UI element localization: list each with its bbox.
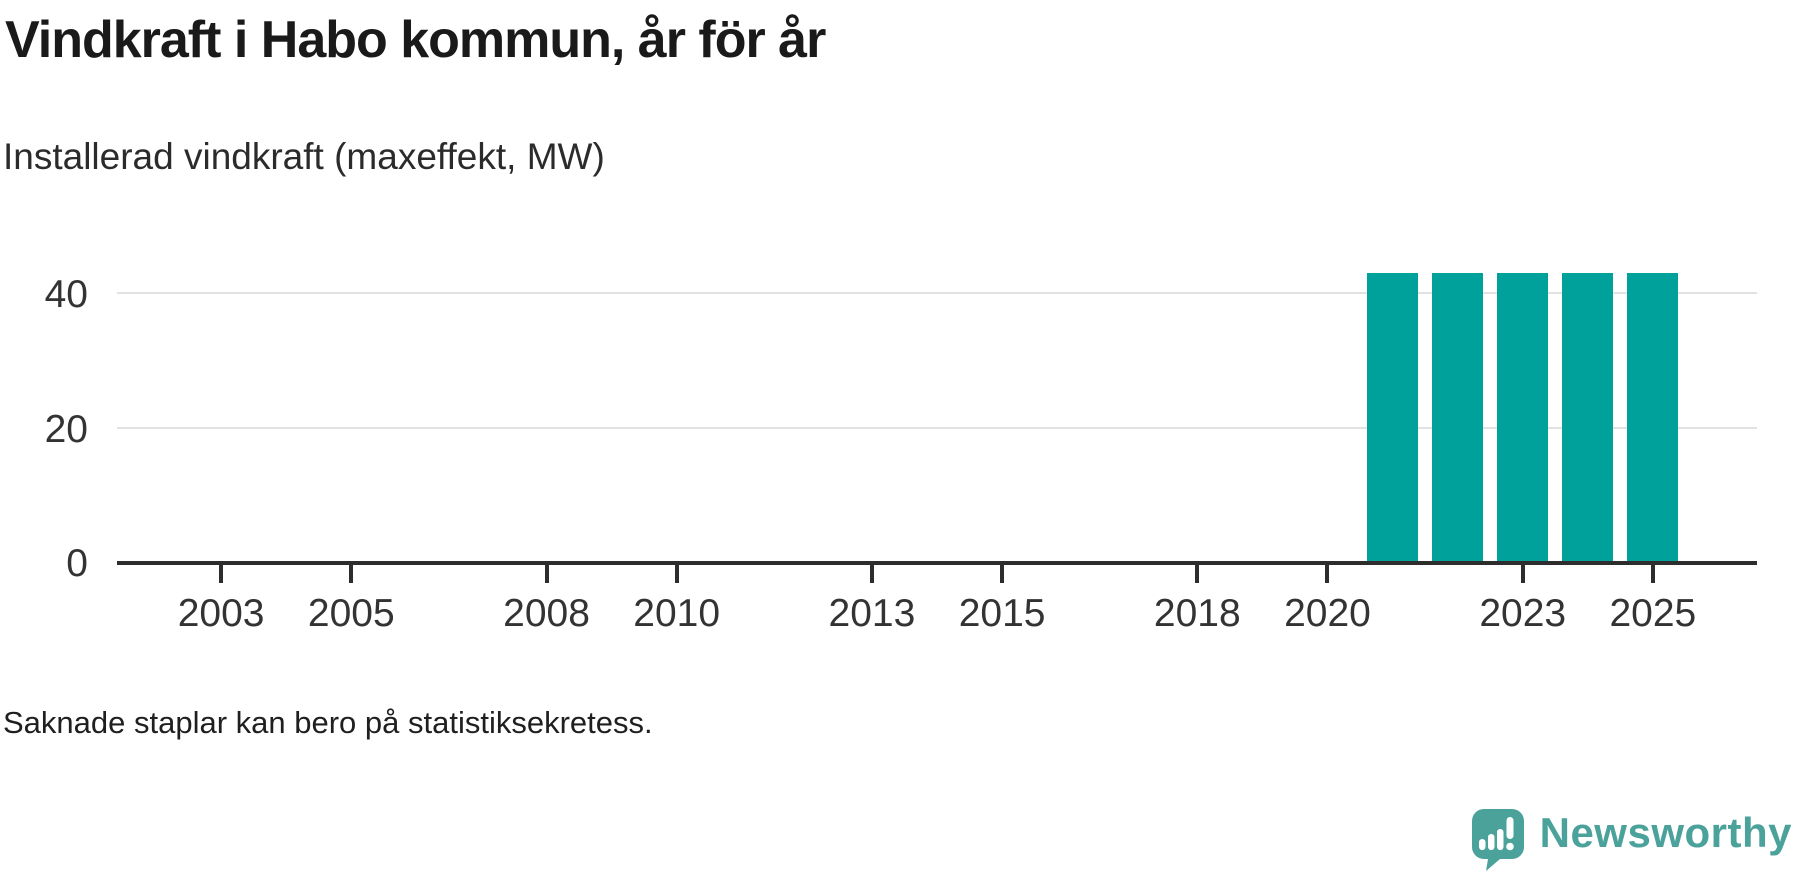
newsworthy-wordmark: Newsworthy — [1539, 809, 1792, 856]
x-axis-label-2010: 2010 — [633, 592, 721, 635]
x-tick-2010 — [674, 565, 679, 583]
x-axis-label-2015: 2015 — [958, 592, 1046, 635]
x-tick-2015 — [1000, 565, 1005, 583]
newsworthy-speech-bubble-barchart-icon — [1471, 809, 1524, 871]
x-axis-label-2008: 2008 — [503, 592, 590, 635]
newsworthy-logo: Newsworthy — [1471, 809, 1792, 871]
bar-2025 — [1627, 272, 1679, 562]
chart-footnote: Saknade staplar kan bero på statistiksek… — [3, 705, 653, 740]
x-axis-label-2005: 2005 — [307, 592, 395, 635]
y-axis-label-20: 20 — [44, 407, 88, 451]
chart-subtitle: Installerad vindkraft (maxeffekt, MW) — [3, 136, 605, 177]
x-axis-label-2020: 2020 — [1284, 592, 1371, 635]
x-tick-2020 — [1325, 565, 1330, 583]
x-axis-label-2013: 2013 — [828, 592, 916, 635]
x-tick-2008 — [544, 565, 549, 583]
x-axis-label-2025: 2025 — [1609, 592, 1697, 635]
gridline-y-40 — [117, 292, 1757, 294]
x-tick-2025 — [1650, 565, 1655, 583]
x-axis-label-2003: 2003 — [177, 592, 265, 635]
x-tick-2005 — [349, 565, 354, 583]
y-axis-label-40: 40 — [44, 273, 88, 316]
gridline-y-20 — [117, 426, 1757, 429]
x-tick-2013 — [869, 565, 874, 583]
bar-2022 — [1432, 272, 1484, 562]
bar-2024 — [1562, 272, 1614, 562]
x-axis-label-2023: 2023 — [1479, 592, 1567, 635]
y-axis-label-0: 0 — [66, 542, 88, 585]
x-axis-line — [117, 561, 1757, 565]
bar-2023 — [1497, 272, 1549, 562]
x-axis-label-2018: 2018 — [1153, 592, 1241, 635]
chart-title: Vindkraft i Habo kommun, år för år — [5, 11, 826, 69]
bar-2021 — [1367, 272, 1419, 562]
x-tick-2018 — [1195, 565, 1200, 583]
x-tick-2003 — [219, 565, 224, 583]
x-tick-2023 — [1520, 565, 1525, 583]
